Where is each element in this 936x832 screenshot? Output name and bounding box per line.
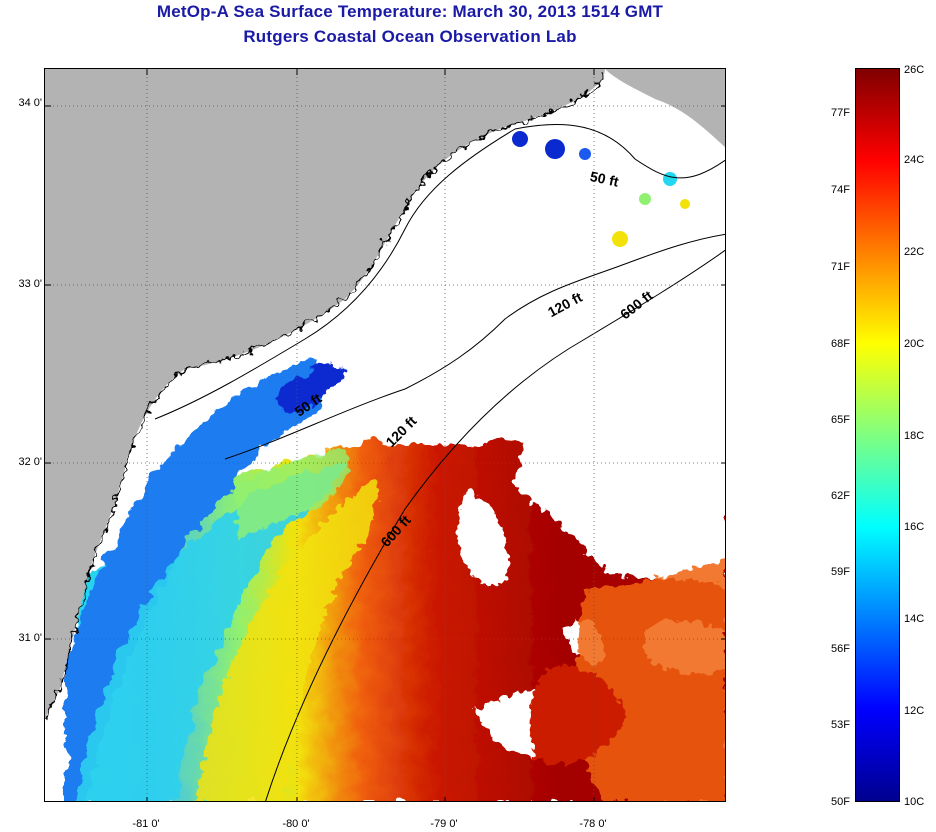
colorbar-c-20: 20C [904,338,925,350]
colorbar-c-12: 12C [904,705,925,717]
orange-east [529,559,725,801]
lat-label-31: 31 0' [18,632,42,644]
colorbar-f-56: 56F [831,643,850,655]
lat-label-34: 34 0' [18,97,42,109]
colorbar-f-50: 50F [831,796,850,808]
colorbar-c-18: 18C [904,430,925,442]
spot-yellow-1 [612,231,628,247]
sst-map: 50 ft 120 ft 600 ft 50 ft 120 ft 600 ft [44,68,726,802]
colorbar-c-14: 14C [904,613,925,625]
spot-yellow-2 [680,199,690,209]
bathymetry-contours [154,124,725,801]
coastal-cold-water [65,359,345,801]
frame-ticks [45,69,725,801]
contour-50ft [154,124,725,420]
lat-label-32: 32 0' [18,456,42,468]
lon-label-78: -78 0' [579,818,607,830]
land-northeast [605,69,725,148]
colorbar-f-53: 53F [831,719,850,731]
lon-label-79: -79 0' [430,818,458,830]
graticule [45,69,725,801]
colorbar-f-68: 68F [831,338,850,350]
lon-label-80: -80 0' [282,818,310,830]
land-mass [45,69,605,719]
cold-water-dark-blue [275,365,345,414]
yellow-band [195,479,378,801]
cold-water-cyan-band [75,464,345,801]
colorbar-c-16: 16C [904,521,925,533]
spot-blue-3 [579,148,591,160]
spot-green-1 [639,193,651,205]
spot-blue-2 [545,139,565,159]
colorbar-f-71: 71F [831,261,850,273]
spot-cyan-1 [663,172,677,186]
cloud-patch-2 [455,489,508,586]
colorbar-f-59: 59F [831,566,850,578]
spot-blue-1 [512,131,528,147]
colorbar-c-22: 22C [904,246,925,258]
contour-label-50ft-north: 50 ft [589,168,621,190]
colorbar-c-26: 26C [904,64,925,76]
colorbar-f-77: 77F [831,107,850,119]
coastline [45,69,606,720]
green-band [235,449,349,539]
contour-600ft [265,249,725,801]
lon-label-81: -81 0' [132,818,160,830]
page-subtitle: Rutgers Coastal Ocean Observation Lab [243,27,577,46]
cloud-patch-1 [515,419,725,589]
temperature-colorbar [855,68,900,802]
mid-water [195,449,378,801]
contour-120ft [224,233,725,460]
colorbar-c-10: 10C [904,796,925,808]
orange-patch [572,559,725,801]
red-patch-se [529,666,625,763]
lat-label-33: 33 0' [18,278,42,290]
colorbar-f-74: 74F [831,184,850,196]
colorbar-c-24: 24C [904,154,925,166]
page-title: MetOp-A Sea Surface Temperature: March 3… [156,2,664,21]
colorbar-f-62: 62F [831,490,850,502]
colorbar-f-65: 65F [831,414,850,426]
